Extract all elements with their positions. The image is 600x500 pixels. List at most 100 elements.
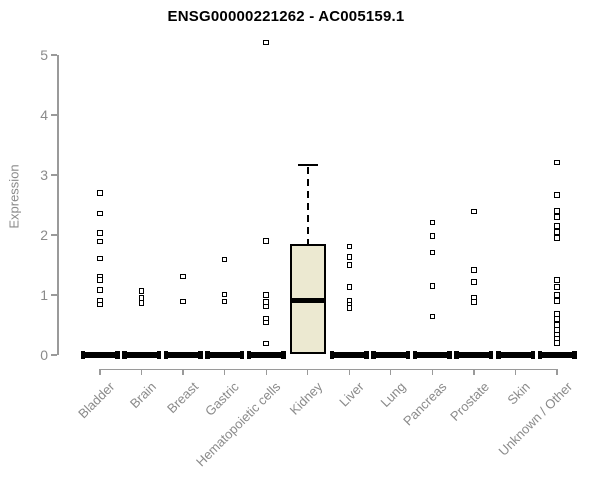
x-axis-tick	[182, 368, 184, 375]
y-tick-label: 0	[40, 347, 48, 363]
y-axis-tick	[50, 294, 58, 296]
x-tick-label-brain: Brain	[127, 379, 160, 412]
zero-bar-end-nub	[371, 351, 376, 359]
x-axis-tick	[431, 368, 434, 375]
data-point	[429, 219, 436, 226]
zero-bar-end-nub	[364, 351, 369, 359]
y-tick-label: 4	[40, 107, 48, 123]
data-point	[554, 292, 560, 298]
y-tick-label: 5	[40, 47, 48, 63]
zero-bar-end-nub	[329, 351, 335, 359]
zero-expression-bar	[166, 352, 201, 358]
x-axis-tick	[265, 368, 267, 375]
data-point	[263, 319, 269, 326]
y-axis-tick	[50, 234, 58, 236]
zero-expression-bar	[415, 352, 450, 358]
data-point	[554, 214, 560, 220]
zero-expression-bar	[373, 352, 408, 358]
zero-bar-end-nub	[447, 351, 452, 359]
data-point	[554, 192, 560, 198]
data-point	[346, 254, 353, 260]
data-point	[346, 305, 353, 311]
data-point	[97, 277, 103, 283]
x-tick-label-skin: Skin	[504, 379, 534, 408]
data-point	[554, 298, 560, 304]
data-point	[554, 229, 560, 235]
x-axis-line	[99, 368, 558, 370]
zero-bar-end-nub	[412, 351, 418, 359]
data-point	[554, 327, 560, 333]
zero-bar-end-nub	[80, 351, 85, 359]
zero-expression-bar	[456, 352, 491, 358]
zero-bar-end-nub	[488, 351, 494, 359]
data-point	[97, 230, 103, 236]
zero-bar-end-nub	[572, 351, 577, 359]
zero-bar-end-nub	[496, 351, 501, 359]
data-point	[97, 301, 103, 308]
chart-title: ENSG00000221262 - AC005159.1	[167, 8, 405, 25]
y-tick-label: 1	[40, 287, 48, 303]
zero-expression-bar	[540, 352, 575, 358]
data-point	[471, 267, 477, 273]
whisker-cap	[297, 163, 318, 167]
x-tick-label-breast: Breast	[163, 379, 201, 417]
data-point	[221, 256, 228, 263]
y-axis-tick	[50, 354, 58, 356]
zero-bar-end-nub	[115, 351, 120, 359]
zero-bar-end-nub	[198, 351, 203, 359]
x-tick-label-bladder: Bladder	[75, 379, 118, 422]
zero-bar-end-nub	[454, 351, 459, 359]
y-axis-tick	[50, 174, 58, 176]
x-tick-label-pancreas: Pancreas	[400, 379, 451, 429]
data-point	[97, 190, 103, 196]
zero-expression-bar	[83, 352, 117, 358]
data-point	[97, 255, 103, 262]
zero-bar-end-nub	[405, 351, 411, 359]
zero-bar-end-nub	[281, 351, 286, 359]
data-point	[346, 262, 353, 268]
y-tick-label: 2	[40, 227, 48, 243]
data-point	[263, 39, 269, 46]
zero-bar-end-nub	[205, 351, 210, 359]
x-tick-label-prostate: Prostate	[446, 379, 492, 424]
x-axis-tick	[556, 368, 558, 375]
y-axis-line	[57, 55, 59, 355]
data-point	[429, 283, 436, 289]
zero-bar-end-nub	[122, 351, 127, 359]
data-point	[97, 238, 103, 245]
zero-expression-bar	[498, 352, 533, 358]
zero-expression-bar	[207, 352, 242, 358]
data-point	[471, 299, 477, 305]
zero-expression-bar	[332, 352, 367, 358]
data-point	[346, 243, 353, 250]
data-point	[263, 292, 269, 298]
data-point	[429, 249, 436, 256]
data-point	[138, 300, 145, 306]
x-axis-tick	[140, 368, 143, 375]
data-point	[263, 303, 269, 310]
whisker-line	[306, 166, 309, 244]
data-point	[471, 208, 477, 215]
x-axis-tick	[390, 368, 392, 375]
x-tick-label-gastric: Gastric	[202, 379, 243, 419]
zero-expression-bar	[124, 352, 159, 358]
data-point	[554, 223, 560, 229]
data-point	[554, 208, 560, 214]
zero-bar-end-nub	[246, 351, 252, 359]
data-point	[221, 291, 228, 298]
x-axis-tick	[514, 368, 517, 375]
y-axis-tick	[50, 54, 58, 56]
y-tick-label: 3	[40, 167, 48, 183]
box-kidney	[289, 244, 326, 354]
zero-expression-bar	[249, 352, 284, 358]
x-axis-tick	[473, 368, 475, 375]
x-axis-tick	[224, 368, 226, 375]
median-line	[291, 297, 324, 303]
data-point	[221, 298, 228, 305]
y-axis-tick	[50, 114, 58, 116]
x-axis-tick	[348, 368, 350, 375]
zero-bar-end-nub	[530, 351, 535, 359]
data-point	[97, 210, 103, 217]
data-point	[554, 284, 560, 290]
